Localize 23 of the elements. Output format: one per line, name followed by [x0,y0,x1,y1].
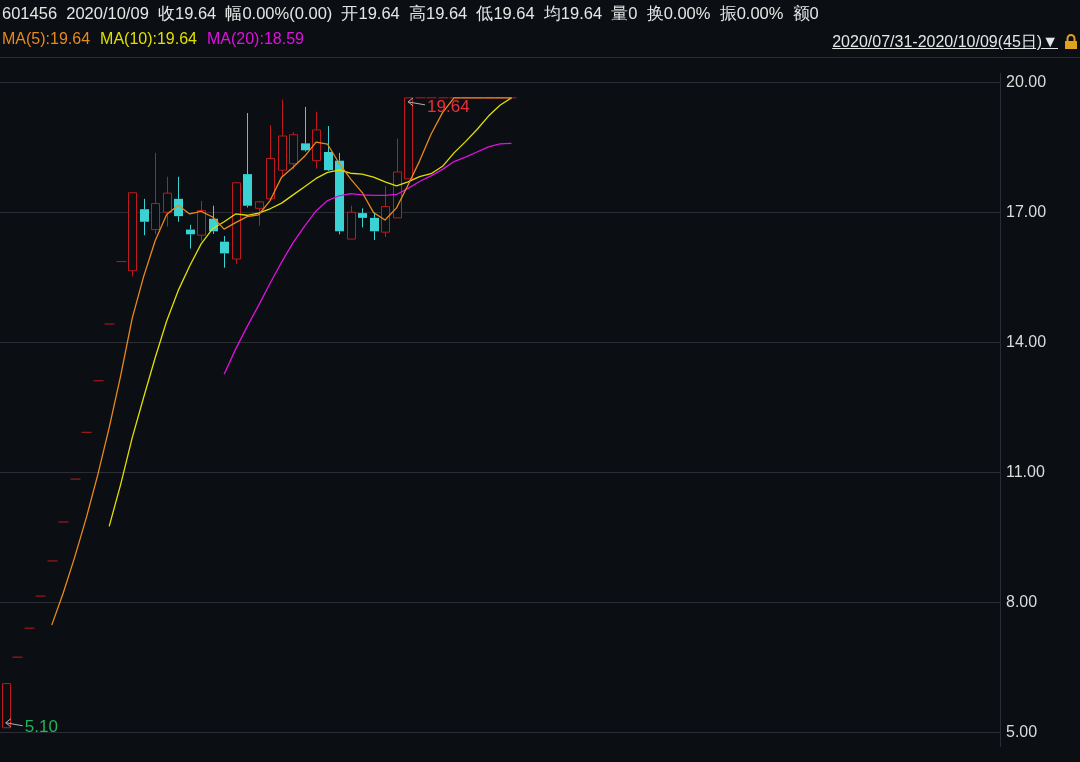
candlestick [381,185,390,238]
y-tick-label: 5.00 [1006,722,1038,740]
chart-subtitle: 2020/07/31-2020/10/09(45日)▼ [832,32,1058,52]
candlestick [324,125,333,171]
candlestick [358,207,367,228]
y-tick-label: 8.00 [1006,592,1038,610]
candlestick [335,152,344,235]
candlestick [220,235,229,269]
text: MA(5):19.64 [2,30,91,47]
annotation: 5.10 [24,717,58,737]
y-tick-label: 17.00 [1006,202,1047,220]
candlestick [140,198,149,236]
candlestick [301,106,310,151]
text: MA(20):18.59 [206,30,304,47]
text: MA(10):19.64 [100,30,197,47]
y-tick-label: 20.00 [1006,72,1047,90]
chart-title: 601456 2020/10/09 收19.64 幅0.00%(0.00) 开19.64 高19.64 低19.64 均19.64 量0 换0.00% 振0.00% 额0 [2,3,819,24]
candlestick [243,112,252,208]
candlestick [197,200,206,242]
candlestick [370,211,379,241]
y-tick-label: 14.00 [1006,332,1047,350]
y-tick-label: 11.00 [1006,462,1045,480]
candlestick [255,201,264,227]
